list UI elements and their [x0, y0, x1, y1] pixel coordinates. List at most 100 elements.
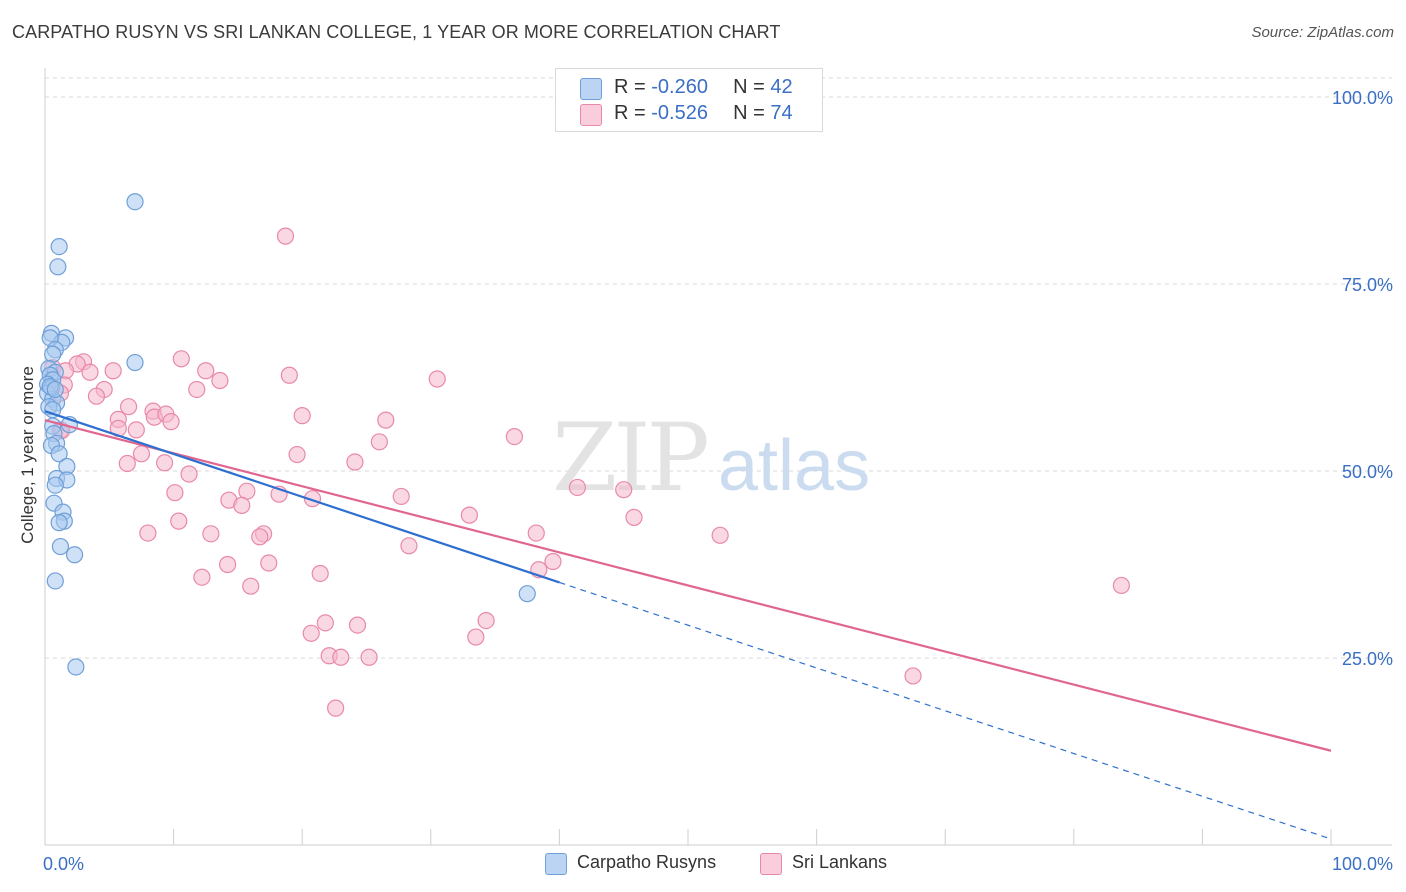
srilankan-point [392, 487, 410, 506]
srilankan-point [155, 454, 174, 472]
watermark: ZIP atlas [552, 404, 870, 513]
srilankan-point [302, 624, 320, 642]
y-tick-label: 75.0% [1342, 275, 1393, 295]
srilankan-point [1112, 576, 1130, 595]
srilankan-point [327, 699, 345, 717]
grid-lines [45, 77, 1392, 659]
srilankan-point [370, 433, 388, 451]
srilankan-point [188, 380, 206, 399]
carpatho-point [50, 514, 68, 532]
srilankan-point [87, 387, 106, 405]
correlation-legend: R = -0.260 N = 42 R = -0.526 N = 74 [555, 68, 823, 132]
carpatho-point [46, 476, 64, 494]
carpatho-point [126, 193, 144, 211]
carpatho-point [51, 537, 70, 556]
legend-r-label: R = [614, 102, 652, 124]
carpatho-point [44, 345, 62, 363]
y-tick-label: 100.0% [1332, 88, 1393, 108]
legend-n-label: N = [733, 102, 771, 124]
legend-swatch-blue [580, 78, 602, 100]
srilankan-point [219, 555, 237, 574]
srilankan-point [118, 454, 136, 473]
chart-title: CARPATHO RUSYN VS SRI LANKAN COLLEGE, 1 … [12, 22, 781, 42]
srilankan-point [104, 362, 122, 380]
watermark-atlas: atlas [718, 426, 870, 506]
legend-r-value: -0.526 [651, 102, 708, 124]
srilankan-point [377, 411, 395, 429]
srilankan-point [711, 526, 729, 544]
srilankan-point [280, 366, 298, 384]
carpatho-point [126, 353, 144, 372]
legend-r-label: R = [614, 76, 652, 98]
carpatho-point [65, 546, 84, 564]
carpatho-point [49, 258, 67, 276]
srilankan-point [904, 667, 922, 685]
x-tick-label: 0.0% [43, 854, 84, 874]
carpatho-point [50, 238, 68, 256]
srilankan-point [260, 554, 278, 572]
srilankan-point [276, 227, 295, 245]
carpatho-trend-line [44, 410, 560, 584]
legend-label: Carpatho Rusyns [577, 852, 717, 872]
srilankan-point [288, 445, 306, 464]
y-axis-label: College, 1 year or more [18, 366, 37, 544]
legend-label: Sri Lankans [792, 852, 888, 872]
srilankan-point [170, 512, 188, 530]
srilankan-point [460, 506, 478, 524]
legend-n-value: 42 [770, 76, 793, 98]
srilankan-point [293, 407, 311, 425]
trend-lines [44, 410, 1332, 840]
srilankan-point [348, 616, 367, 634]
srilankan-point [311, 564, 329, 583]
srilankan-point [251, 528, 269, 546]
tick-labels: 25.0% 50.0% 75.0% 100.0% 0.0% 100.0% [43, 88, 1393, 874]
srilankan-point [162, 413, 180, 431]
x-tick-label: 100.0% [1332, 854, 1393, 874]
srilankan-point [180, 465, 198, 483]
srilankan-point [139, 524, 157, 542]
srilankan-point [505, 427, 523, 446]
carpatho-point [67, 658, 85, 676]
legend-n-label: N = [733, 76, 771, 98]
srilankan-point [233, 496, 251, 515]
srilankan-point [625, 508, 643, 526]
srilankan-point [172, 350, 190, 368]
srilankan-point [360, 648, 378, 666]
carpatho-point [46, 572, 64, 590]
srilankan-point [346, 453, 364, 471]
source-label: Source: ZipAtlas.com [1251, 24, 1394, 41]
srilankan-point [615, 481, 633, 499]
srilankan-trend-line [44, 419, 1332, 752]
srilankan-point [316, 614, 334, 632]
y-tick-label: 50.0% [1342, 462, 1393, 482]
srilankan-point [467, 628, 485, 646]
watermark-zip: ZIP [552, 404, 706, 513]
carpatho-trend-extension [559, 581, 1332, 840]
srilankan-point [193, 568, 211, 586]
srilankan-point [132, 445, 151, 463]
srilankan-point [242, 577, 260, 595]
y-tick-label: 25.0% [1342, 649, 1393, 669]
axes [44, 68, 1392, 846]
legend-swatch-pink [760, 853, 782, 875]
srilankan-point [568, 478, 587, 497]
srilankan-point [428, 370, 446, 388]
srilankan-point [527, 524, 545, 542]
carpatho-point [46, 380, 64, 399]
srilankan-point [544, 552, 562, 571]
srilankan-point [238, 482, 256, 500]
srilankan-point [81, 363, 99, 381]
srilankan-point [202, 525, 220, 543]
legend-r-value: -0.260 [651, 76, 708, 98]
data-points [38, 193, 1130, 717]
legend-swatch-pink [580, 104, 602, 126]
legend-swatch-blue [545, 853, 567, 875]
legend-n-value: 74 [770, 102, 793, 124]
srilankan-point [127, 421, 145, 439]
srilankan-point [477, 611, 495, 630]
srilankan-point [197, 362, 215, 380]
srilankan-point [119, 398, 138, 416]
srilankan-point [211, 371, 229, 390]
carpatho-point [50, 445, 68, 463]
